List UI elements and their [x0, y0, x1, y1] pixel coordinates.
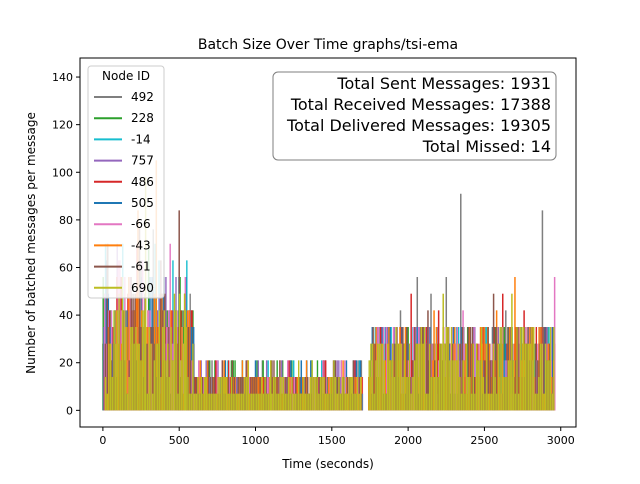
- legend-label: -14: [131, 132, 151, 146]
- x-tick-label: 500: [169, 434, 190, 447]
- y-tick-label: 120: [52, 119, 73, 132]
- y-tick-label: 0: [66, 404, 73, 417]
- legend-label: 492: [131, 90, 154, 104]
- legend-label: 757: [131, 154, 154, 168]
- y-tick-label: 140: [52, 71, 73, 84]
- y-tick-label: 20: [59, 357, 73, 370]
- x-tick-label: 0: [99, 434, 106, 447]
- legend-title: Node ID: [102, 69, 150, 83]
- y-axis-label: Number of batched messages per message: [24, 112, 38, 374]
- legend-label: -66: [131, 217, 151, 231]
- total-delivered-text: Total Delivered Messages: 19305: [286, 116, 551, 135]
- legend-label: 486: [131, 175, 154, 189]
- x-axis-label: Time (seconds): [281, 457, 374, 471]
- x-tick-label: 3000: [547, 434, 575, 447]
- y-tick-label: 40: [59, 309, 73, 322]
- y-tick-label: 100: [52, 166, 73, 179]
- y-tick-label: 80: [59, 214, 73, 227]
- x-tick-label: 2000: [394, 434, 422, 447]
- x-tick-label: 1500: [318, 434, 346, 447]
- stats-box: Total Sent Messages: 1931 Total Received…: [273, 72, 556, 160]
- x-tick-label: 1000: [242, 434, 270, 447]
- total-missed-text: Total Missed: 14: [422, 137, 551, 156]
- legend-label: -61: [131, 260, 151, 274]
- legend-label: -43: [131, 238, 151, 252]
- legend-label: 690: [131, 281, 154, 295]
- x-tick-label: 2500: [470, 434, 498, 447]
- y-tick-label: 60: [59, 261, 73, 274]
- chart-title: Batch Size Over Time graphs/tsi-ema: [198, 37, 458, 53]
- legend: Node ID 492 228 -14 757 486 505 -66 -43 -61 690: [88, 66, 164, 298]
- legend-label: 228: [131, 111, 154, 125]
- total-sent-text: Total Sent Messages: 1931: [336, 74, 551, 93]
- legend-label: 505: [131, 196, 154, 210]
- total-received-text: Total Received Messages: 17388: [290, 95, 551, 114]
